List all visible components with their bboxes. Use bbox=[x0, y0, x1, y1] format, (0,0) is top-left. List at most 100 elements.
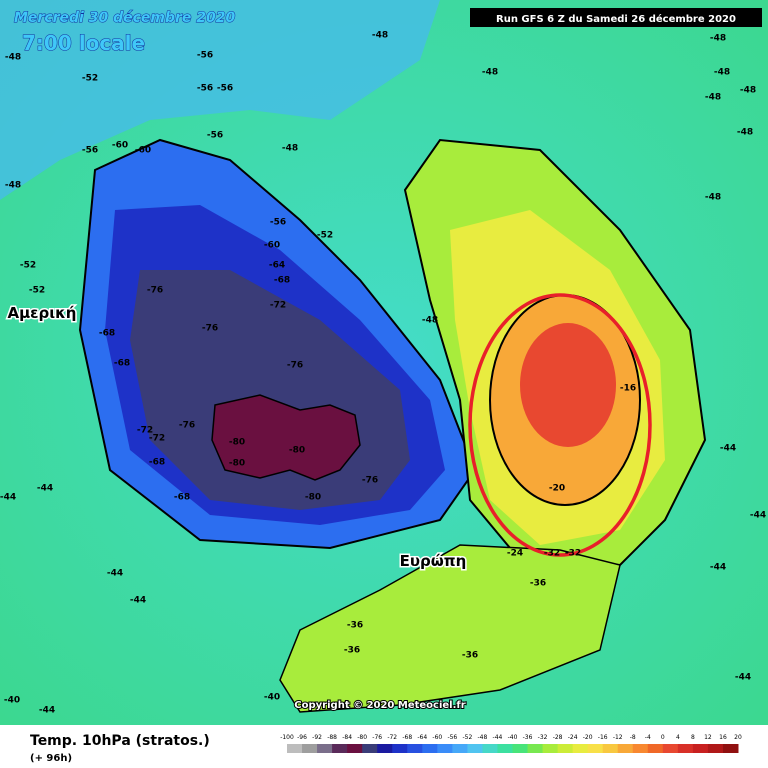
contour-label: -36 bbox=[347, 621, 363, 631]
run-box bbox=[470, 8, 762, 27]
colorbar-segment bbox=[437, 744, 453, 753]
colorbar-segment bbox=[317, 744, 333, 753]
colorbar-tick-label: -60 bbox=[432, 734, 442, 741]
colorbar-segment bbox=[632, 744, 649, 753]
colorbar-segment bbox=[647, 744, 664, 753]
run-info: Run GFS 6 Z du Samedi 26 décembre 2020 bbox=[496, 13, 736, 25]
contour-label: -44 bbox=[0, 493, 16, 503]
colorbar-tick-label: -52 bbox=[462, 734, 472, 741]
contour-label: -44 bbox=[130, 596, 146, 606]
warm-core bbox=[520, 323, 616, 447]
region-label: Αμερική bbox=[8, 304, 77, 322]
contour-label: -68 bbox=[149, 458, 165, 468]
contour-label: -56 bbox=[207, 131, 223, 141]
contour-label: -48 bbox=[282, 144, 298, 154]
colorbar-tick-label: 0 bbox=[661, 734, 665, 741]
contour-label: -48 bbox=[5, 53, 21, 63]
colorbar-segment bbox=[287, 744, 303, 753]
colorbar-tick-label: -96 bbox=[297, 734, 307, 741]
colorbar-tick-label: -4 bbox=[645, 734, 651, 741]
footer-title: Temp. 10hPa (stratos.) bbox=[30, 733, 210, 749]
colorbar-segment bbox=[407, 744, 423, 753]
contour-label: -52 bbox=[29, 286, 45, 296]
colorbar-tick-label: -20 bbox=[583, 734, 593, 741]
contour-label: -32 bbox=[565, 549, 581, 559]
colorbar-segment bbox=[587, 744, 604, 753]
colorbar-tick-label: -16 bbox=[598, 734, 608, 741]
copyright: Copyright © 2020 Meteociel.fr bbox=[294, 700, 465, 711]
contour-label: -56 bbox=[82, 146, 98, 156]
contour-label: -80 bbox=[289, 446, 305, 456]
contour-label: -48 bbox=[705, 93, 721, 103]
colorbar-tick-label: -84 bbox=[342, 734, 352, 741]
contour-label: -48 bbox=[714, 68, 730, 78]
contour-label: -48 bbox=[705, 193, 721, 203]
colorbar-segment bbox=[662, 744, 679, 753]
contour-label: -60 bbox=[135, 146, 151, 156]
contour-label: -76 bbox=[179, 421, 195, 431]
colorbar-tick-label: -12 bbox=[613, 734, 623, 741]
colorbar-tick-label: -48 bbox=[478, 734, 488, 741]
contour-label: -44 bbox=[750, 511, 766, 521]
colorbar-tick-label: -64 bbox=[417, 734, 427, 741]
contour-label: -52 bbox=[317, 231, 333, 241]
contour-label: -40 bbox=[264, 693, 280, 703]
contour-label: -52 bbox=[82, 74, 98, 84]
contour-label: -56 bbox=[217, 84, 233, 94]
colorbar-segment bbox=[677, 744, 694, 753]
contour-label: -48 bbox=[372, 31, 388, 41]
contour-label: -72 bbox=[137, 426, 153, 436]
colorbar: -100 -96 -92 -88 -84 -80 -76 -72 -68 -64 -60 -56 -52… bbox=[280, 734, 742, 753]
colorbar-segment bbox=[572, 744, 589, 753]
colorbar-segment bbox=[512, 744, 529, 753]
contour-label: -24 bbox=[507, 549, 523, 559]
colorbar-tick-label: -68 bbox=[402, 734, 412, 741]
contour-label: -32 bbox=[544, 549, 560, 559]
time: 7:00 locale bbox=[22, 31, 145, 55]
contour-label: -72 bbox=[270, 301, 286, 311]
colorbar-tick-label: -88 bbox=[327, 734, 337, 741]
region-label: Ευρώπη bbox=[400, 552, 467, 570]
colorbar-tick-label: -8 bbox=[630, 734, 636, 741]
colorbar-tick-label: -72 bbox=[387, 734, 397, 741]
contour-label: -36 bbox=[530, 579, 546, 589]
date: Mercredi 30 décembre 2020 bbox=[14, 10, 235, 26]
contour-label: -56 bbox=[197, 84, 213, 94]
colorbar-segment bbox=[347, 744, 363, 753]
colorbar-segment bbox=[692, 744, 709, 753]
colorbar-tick-label: -28 bbox=[553, 734, 563, 741]
contour-label: -64 bbox=[269, 261, 285, 271]
colorbar-segment bbox=[392, 744, 408, 753]
europe-warm bbox=[279, 544, 621, 713]
contour-label: -80 bbox=[229, 438, 245, 448]
contour-label: -52 bbox=[20, 261, 36, 271]
colorbar-segment bbox=[332, 744, 348, 753]
colorbar-segment bbox=[362, 744, 378, 753]
colorbar-segment bbox=[617, 744, 634, 753]
contour-label: -76 bbox=[202, 324, 218, 334]
colorbar-segment bbox=[302, 744, 318, 753]
colorbar-segment bbox=[722, 744, 739, 753]
contour-label: -40 bbox=[4, 696, 20, 706]
contour-label: -20 bbox=[549, 484, 565, 494]
vortex-center bbox=[211, 394, 361, 481]
colorbar-tick-label: 4 bbox=[676, 734, 680, 741]
contour-label: -48 bbox=[5, 181, 21, 191]
contour-label: -44 bbox=[720, 444, 736, 454]
colorbar-tick-label: -36 bbox=[523, 734, 533, 741]
contour-label: -36 bbox=[344, 646, 360, 656]
colorbar-segment bbox=[527, 744, 544, 753]
contour-label: -68 bbox=[99, 329, 115, 339]
contour-label: -48 bbox=[710, 34, 726, 44]
contour-label: -36 bbox=[462, 651, 478, 661]
colorbar-segment bbox=[707, 744, 724, 753]
contour-label: -60 bbox=[112, 141, 128, 151]
contour-label: -44 bbox=[735, 673, 751, 683]
colorbar-segment bbox=[452, 744, 468, 753]
contour-label: -48 bbox=[422, 316, 438, 326]
colorbar-segment bbox=[482, 744, 498, 753]
colorbar-tick-label: -100 bbox=[280, 734, 294, 741]
colorbar-tick-label: -44 bbox=[493, 734, 503, 741]
colorbar-tick-label: -80 bbox=[357, 734, 367, 741]
